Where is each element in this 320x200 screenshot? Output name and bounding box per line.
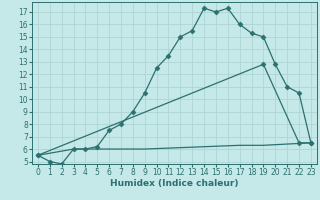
X-axis label: Humidex (Indice chaleur): Humidex (Indice chaleur): [110, 179, 239, 188]
